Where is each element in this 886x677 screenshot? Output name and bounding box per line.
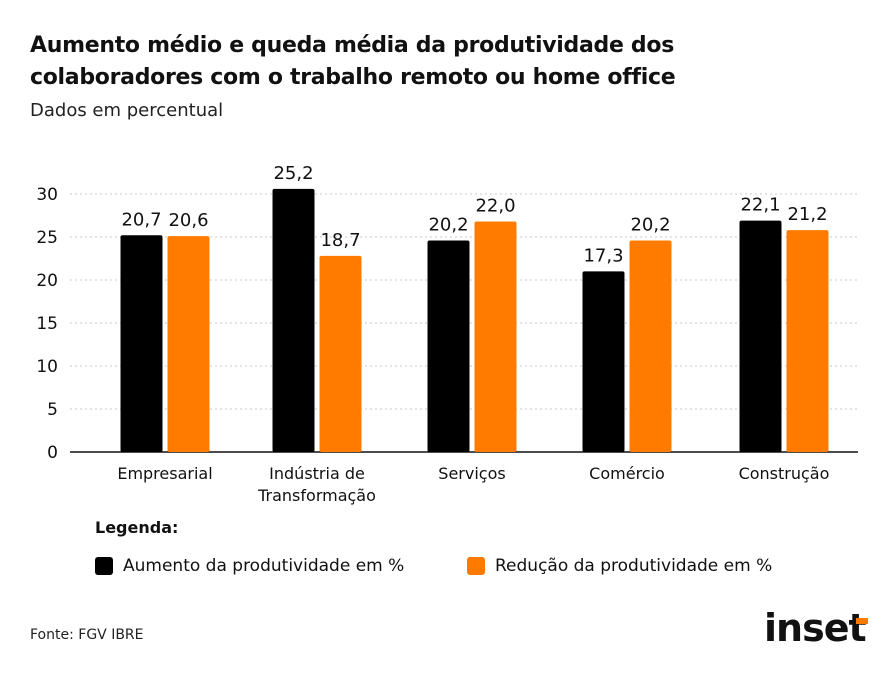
data-label: 21,2 xyxy=(787,204,827,225)
x-tick-label: Indústria de xyxy=(269,464,365,483)
bar xyxy=(786,230,829,452)
bar xyxy=(474,221,517,452)
y-tick-label: 20 xyxy=(36,271,58,291)
x-tick-label: Transformação xyxy=(257,486,376,505)
bar xyxy=(739,220,782,452)
data-label: 22,1 xyxy=(740,195,780,216)
y-tick-label: 30 xyxy=(36,185,58,205)
bar xyxy=(582,271,625,452)
x-tick-label: Empresarial xyxy=(117,464,212,483)
data-label: 20,7 xyxy=(121,209,161,230)
y-tick-label: 0 xyxy=(47,443,58,463)
data-label: 25,2 xyxy=(273,163,313,184)
source-note: Fonte: FGV IBRE xyxy=(30,627,144,643)
chart-title: Aumento médio e queda média da produtivi… xyxy=(30,30,790,94)
bar xyxy=(427,240,470,452)
data-label: 20,6 xyxy=(168,210,208,231)
bar xyxy=(167,236,210,452)
bar xyxy=(319,255,362,452)
data-label: 17,3 xyxy=(583,245,623,266)
legend-label-increase: Aumento da produtividade em % xyxy=(123,556,405,576)
legend-swatch-increase xyxy=(95,557,113,575)
data-label: 20,2 xyxy=(428,214,468,235)
logo-text: inset xyxy=(764,606,867,650)
bar xyxy=(120,235,163,452)
logo-accent-mark xyxy=(855,618,868,624)
y-tick-label: 15 xyxy=(36,314,58,334)
y-tick-label: 5 xyxy=(47,400,58,420)
data-label: 20,2 xyxy=(630,214,670,235)
x-tick-label: Construção xyxy=(739,464,830,483)
legend-item-decrease: Redução da produtividade em % xyxy=(467,556,772,576)
y-tick-label: 25 xyxy=(36,228,58,248)
x-tick-label: Comércio xyxy=(589,464,665,483)
legend-label-decrease: Redução da produtividade em % xyxy=(495,556,773,576)
chart-title-line-2: colaboradores com o trabalho remoto ou h… xyxy=(30,65,676,90)
data-label: 18,7 xyxy=(320,230,360,251)
bar-chart: 0 5 10 15 20 25 30 20,7 20,6 Empresarial 25,2 18,7 I… xyxy=(36,163,858,505)
inset-logo: inset xyxy=(764,606,868,650)
bar xyxy=(629,240,672,452)
chart-title-line-1: Aumento médio e queda média da produtivi… xyxy=(30,33,674,58)
chart-subtitle: Dados em percentual xyxy=(30,100,224,121)
legend-item-increase: Aumento da produtividade em % xyxy=(95,556,404,576)
y-tick-label: 10 xyxy=(36,357,58,377)
legend-title: Legenda: xyxy=(95,518,179,537)
data-label: 22,0 xyxy=(475,196,515,217)
bar xyxy=(272,188,315,452)
x-tick-label: Serviços xyxy=(438,464,505,483)
legend-swatch-decrease xyxy=(467,557,485,575)
